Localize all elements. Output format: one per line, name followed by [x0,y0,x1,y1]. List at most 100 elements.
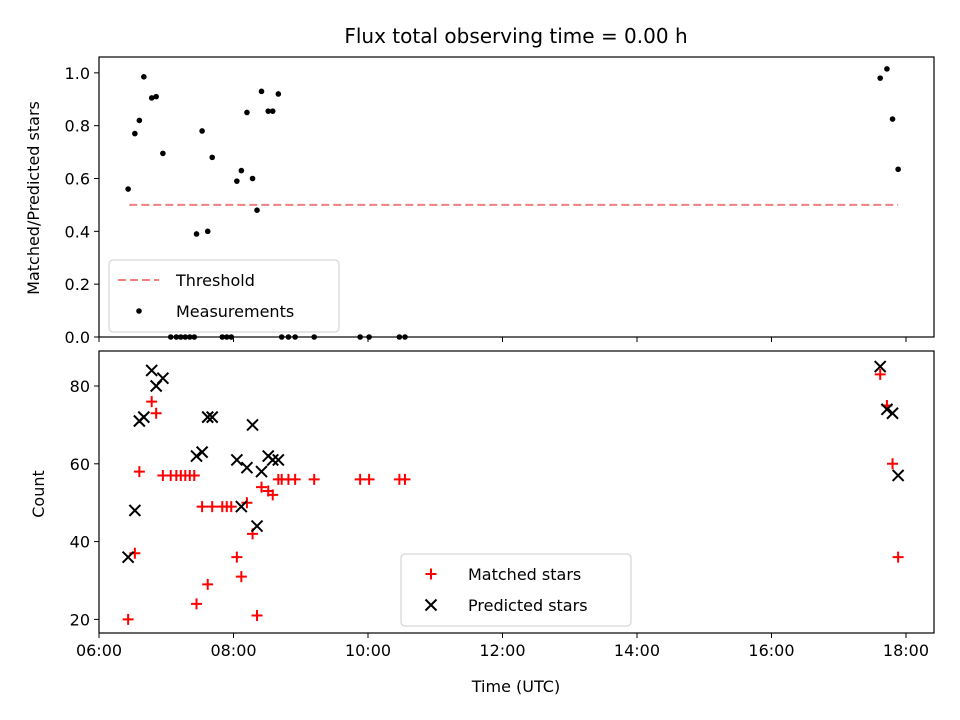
x-tick-label: 14:00 [614,641,660,660]
data-point [160,150,166,157]
data-point [402,334,408,340]
data-point [231,551,243,563]
data-point [880,403,894,416]
legend-swatch [425,568,437,580]
y-tick-label: 40 [70,533,90,552]
legend-swatch [136,308,142,314]
data-point [874,368,886,380]
data-point [895,166,901,173]
top-y-axis-label: Matched/Predicted stars [24,101,43,295]
data-point [206,501,218,513]
data-point [150,407,162,419]
data-point [182,334,189,340]
data-point [285,334,292,340]
data-point [238,167,245,174]
data-point [308,473,320,485]
y-tick-label: 60 [70,455,90,474]
data-point [146,396,158,408]
data-point [249,175,256,182]
data-point [246,418,259,432]
data-point [191,598,203,610]
data-point [873,360,887,373]
data-point [357,334,363,340]
data-point [256,481,268,493]
data-point [886,407,899,420]
y-tick-label: 0.0 [65,328,90,347]
data-point [255,465,268,478]
data-point [235,571,247,583]
data-point [204,228,211,235]
data-point [241,497,253,509]
data-point [209,154,216,161]
data-point [128,504,142,517]
data-point [877,75,884,81]
data-point [275,91,282,97]
data-point [289,473,301,485]
y-tick-label: 20 [70,610,90,629]
plot-frame [98,350,935,634]
data-point [195,445,209,459]
series-measurements [125,66,901,340]
data-point [240,461,254,474]
data-point [235,500,248,513]
data-point [201,410,214,424]
legend-entry-label: Threshold [175,271,255,290]
x-tick-label: 18:00 [883,641,929,660]
x-tick-label: 06:00 [76,641,122,660]
x-tick-label: 08:00 [210,641,256,660]
data-point [196,501,208,513]
data-point [396,334,403,340]
data-point [167,334,174,340]
data-point [223,334,230,340]
data-point [193,231,200,237]
data-point [156,372,170,385]
data-point [399,473,411,485]
data-point [225,501,237,513]
bottom-y-axis-label: Count [29,470,48,518]
data-point [228,334,235,340]
data-point [269,108,276,114]
x-axis-label: Time (UTC) [471,677,560,696]
data-point [278,334,285,340]
y-tick-label: 80 [70,377,90,396]
data-point [292,334,298,340]
data-point [137,410,151,424]
data-point [190,449,203,463]
data-point [889,116,896,122]
legend-box [108,259,340,333]
x-tick-label: 16:00 [748,641,794,660]
data-point [234,178,240,184]
chart-title: Flux total observing time = 0.00 h [344,24,687,48]
data-point [202,578,214,590]
data-point [251,609,263,621]
legend-swatch [424,598,438,612]
data-point [266,453,279,467]
x-tick-label: 12:00 [479,641,525,660]
data-point [267,489,279,501]
data-point [188,469,200,481]
data-point [191,334,198,340]
data-point [884,66,890,72]
data-point [199,128,205,134]
plot-frame [98,56,935,338]
legend-entry-label: Matched stars [468,565,581,584]
data-point [219,334,226,340]
data-point [891,469,905,482]
data-point [122,613,134,625]
series-matched-stars [122,368,904,625]
y-tick-label: 1.0 [65,64,90,83]
data-point [250,519,264,533]
data-point [133,466,145,478]
bottom-panel: 20 40 60 80 06:00 08:00 10:00 12:00 14:00 16:00 18… [70,350,935,660]
data-point [145,364,158,377]
x-tick-label: 10:00 [345,641,391,660]
data-point [272,453,285,467]
data-point [258,88,265,95]
series-predicted-stars [121,360,905,564]
data-point [186,334,193,340]
data-point [244,109,250,116]
data-point [173,334,180,340]
legend-box [400,553,632,627]
y-tick-label: 0.4 [65,222,90,241]
